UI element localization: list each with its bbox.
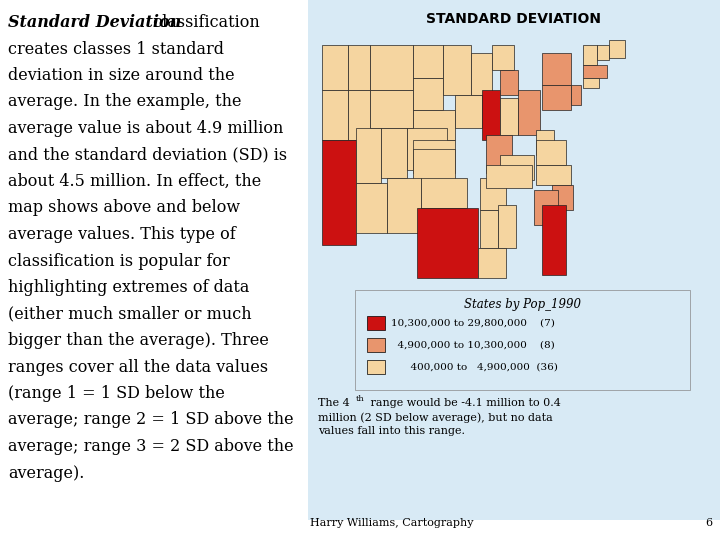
Bar: [413, 140, 454, 172]
Text: values fall into this range.: values fall into this range.: [318, 426, 465, 436]
Bar: [417, 207, 478, 278]
Bar: [443, 45, 470, 95]
Text: States by Pop_1990: States by Pop_1990: [464, 298, 581, 311]
Text: 6: 6: [705, 518, 712, 528]
Bar: [421, 178, 467, 207]
Text: average).: average).: [8, 464, 84, 482]
Bar: [536, 165, 572, 185]
Text: range would be -4.1 million to 0.4: range would be -4.1 million to 0.4: [367, 398, 561, 408]
Text: creates classes 1 standard: creates classes 1 standard: [8, 40, 224, 57]
Bar: [480, 178, 506, 210]
Text: average; range 2 = 1 SD above the: average; range 2 = 1 SD above the: [8, 411, 294, 429]
Text: (either much smaller or much: (either much smaller or much: [8, 306, 251, 322]
Text: average; range 3 = 2 SD above the: average; range 3 = 2 SD above the: [8, 438, 294, 455]
Bar: [470, 52, 492, 95]
Bar: [500, 155, 534, 180]
Bar: [482, 90, 500, 140]
Text: highlighting extremes of data: highlighting extremes of data: [8, 279, 249, 296]
Bar: [541, 205, 565, 275]
Bar: [382, 127, 407, 178]
Bar: [355, 290, 690, 390]
Text: 4,900,000 to 10,300,000    (8): 4,900,000 to 10,300,000 (8): [391, 341, 554, 349]
Text: and the standard deviation (SD) is: and the standard deviation (SD) is: [8, 146, 287, 164]
Bar: [387, 178, 421, 233]
Text: average value is about 4.9 million: average value is about 4.9 million: [8, 120, 284, 137]
Bar: [454, 95, 482, 127]
Text: 400,000 to   4,900,000  (36): 400,000 to 4,900,000 (36): [391, 362, 558, 372]
Text: 10,300,000 to 29,800,000    (7): 10,300,000 to 29,800,000 (7): [391, 319, 555, 327]
Bar: [413, 110, 454, 140]
Bar: [413, 148, 454, 179]
Bar: [572, 85, 581, 105]
Text: classification: classification: [148, 14, 260, 31]
Text: million (2 SD below average), but no data: million (2 SD below average), but no dat…: [318, 412, 553, 423]
Bar: [492, 45, 514, 70]
Text: map shows above and below: map shows above and below: [8, 199, 240, 217]
Text: Harry Williams, Cartography: Harry Williams, Cartography: [310, 518, 474, 528]
Bar: [541, 85, 572, 110]
Bar: [480, 210, 498, 247]
Bar: [369, 45, 413, 90]
Bar: [322, 45, 348, 90]
Bar: [498, 205, 516, 247]
Text: Standard Deviation: Standard Deviation: [8, 14, 181, 31]
Text: average. In the example, the: average. In the example, the: [8, 93, 241, 111]
Bar: [407, 127, 446, 170]
Bar: [308, 0, 720, 520]
Bar: [356, 127, 382, 183]
Bar: [0, 0, 308, 540]
Bar: [486, 135, 512, 172]
Text: classification is popular for: classification is popular for: [8, 253, 230, 269]
Bar: [486, 165, 532, 187]
Bar: [536, 130, 554, 155]
Bar: [369, 90, 413, 127]
Bar: [322, 140, 356, 245]
Bar: [518, 90, 540, 135]
Bar: [478, 247, 506, 278]
Text: (range 1 = 1 SD below the: (range 1 = 1 SD below the: [8, 385, 225, 402]
Text: STANDARD DEVIATION: STANDARD DEVIATION: [426, 12, 601, 26]
Bar: [583, 65, 607, 78]
Bar: [500, 98, 518, 135]
Bar: [534, 190, 557, 225]
Bar: [536, 140, 565, 165]
Text: deviation in size around the: deviation in size around the: [8, 67, 235, 84]
Text: ranges cover all the data values: ranges cover all the data values: [8, 359, 268, 375]
Text: The 4: The 4: [318, 398, 350, 408]
Bar: [348, 45, 369, 90]
Bar: [413, 78, 443, 110]
Text: th: th: [356, 395, 365, 403]
Bar: [356, 183, 387, 233]
Bar: [597, 45, 609, 60]
Bar: [541, 52, 572, 85]
Text: average values. This type of: average values. This type of: [8, 226, 235, 243]
Bar: [367, 338, 385, 352]
Bar: [552, 185, 573, 210]
Bar: [367, 316, 385, 330]
Bar: [583, 78, 599, 87]
Bar: [367, 360, 385, 374]
Bar: [583, 45, 597, 65]
Bar: [322, 90, 348, 140]
Bar: [609, 40, 625, 57]
Text: about 4.5 million. In effect, the: about 4.5 million. In effect, the: [8, 173, 261, 190]
Bar: [413, 45, 443, 78]
Text: bigger than the average). Three: bigger than the average). Three: [8, 332, 269, 349]
Bar: [348, 90, 369, 140]
Bar: [500, 70, 518, 95]
